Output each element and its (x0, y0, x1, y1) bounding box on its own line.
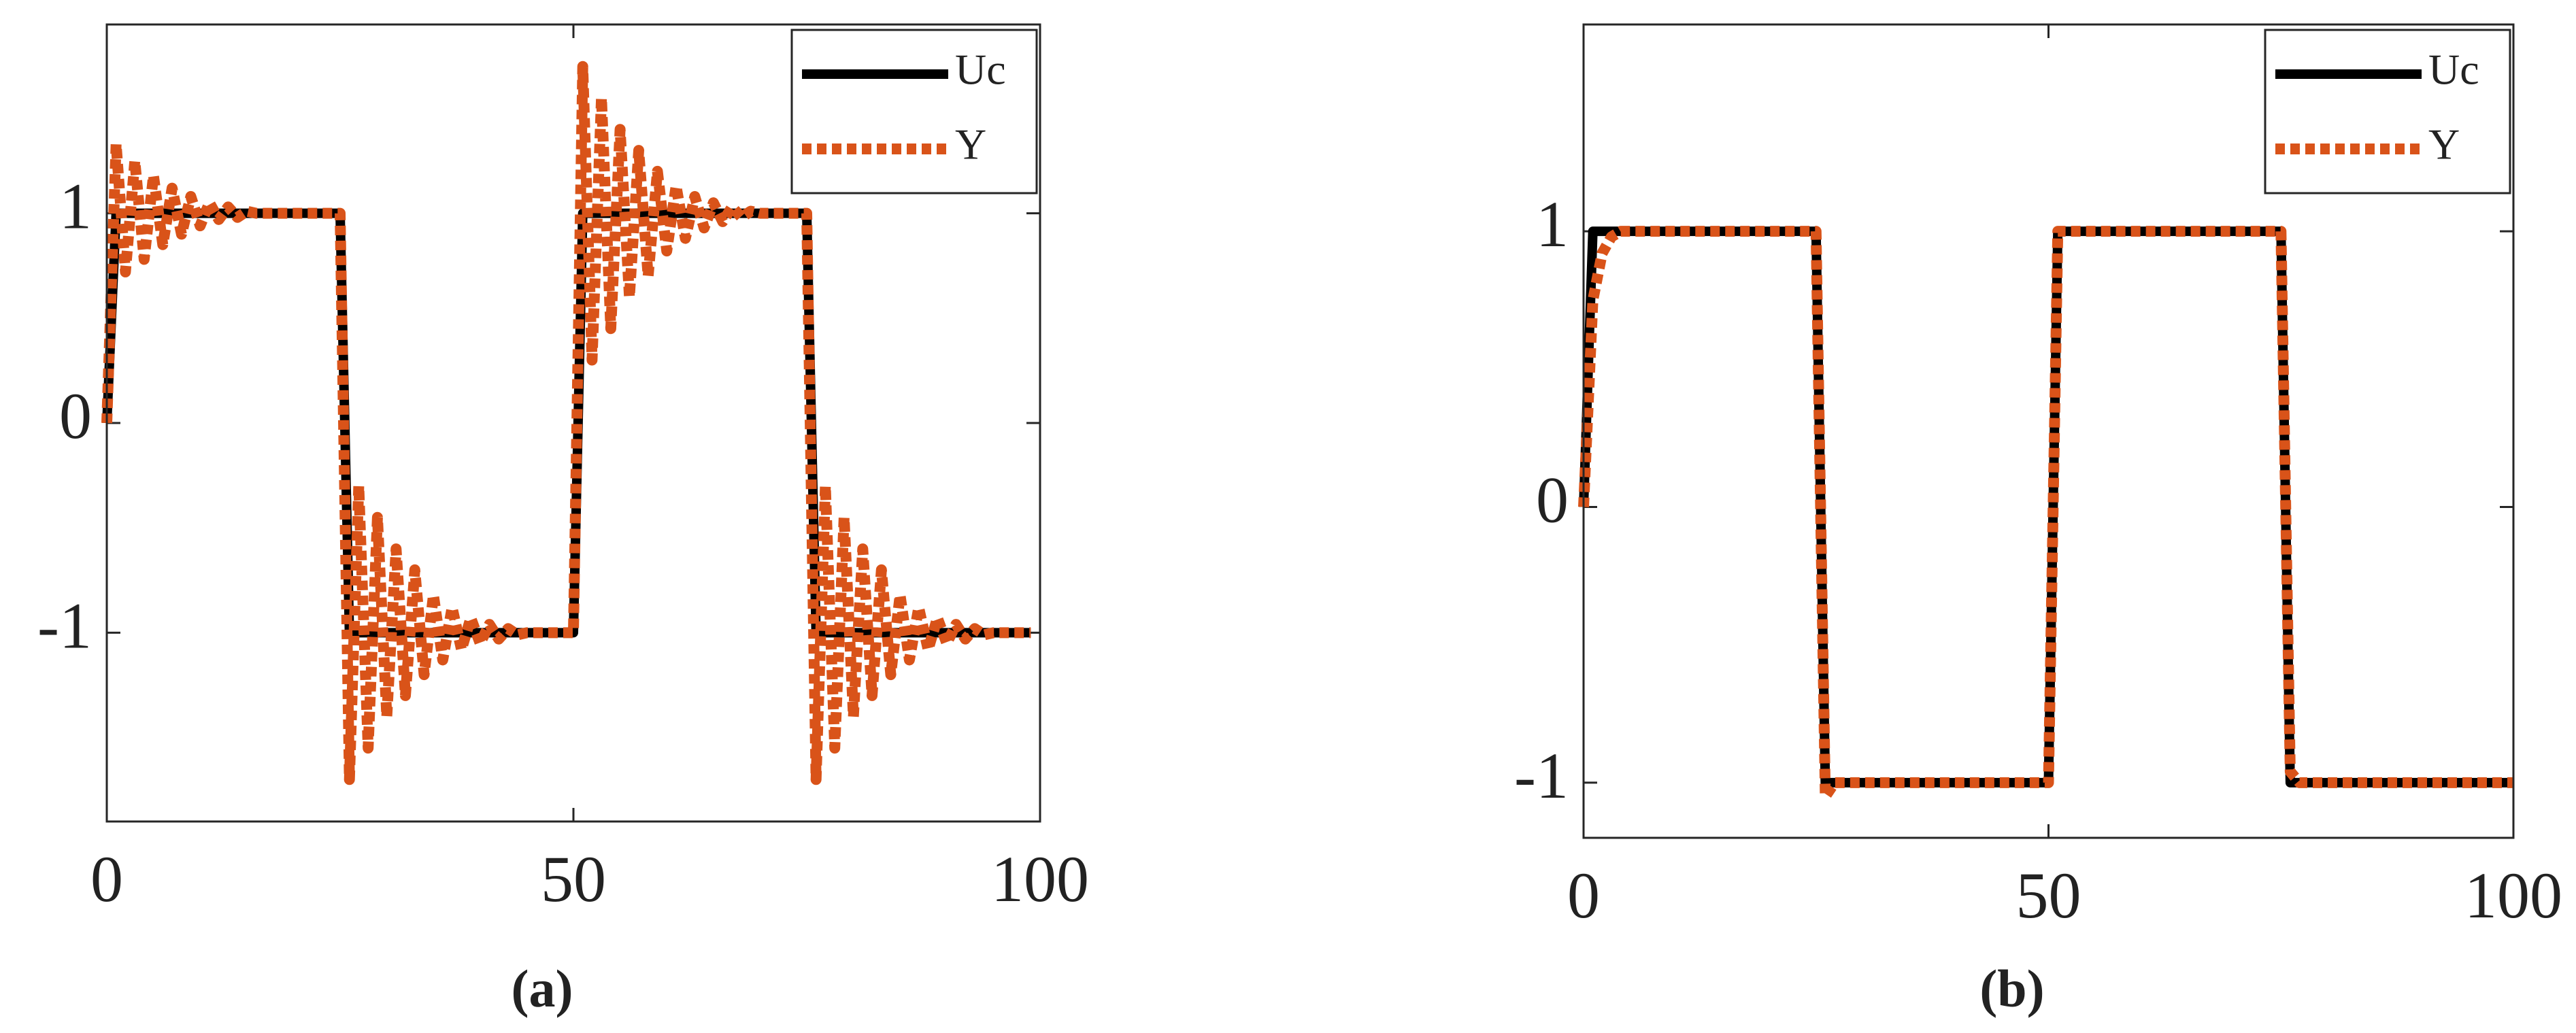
x-tick-label: 100 (2464, 859, 2562, 932)
x-tick-label: 100 (991, 843, 1089, 915)
x-tick-label: 0 (1567, 859, 1600, 932)
y-tick-label: 0 (1536, 464, 1569, 537)
x-tick-label: 50 (541, 843, 606, 915)
y-tick-label: -1 (37, 589, 92, 662)
y-tick-label: 1 (59, 170, 92, 243)
series-line (101, 61, 1031, 785)
legend-label: Y (2428, 120, 2460, 169)
y-tick-label: 1 (1536, 188, 1569, 260)
x-tick-label: 0 (90, 843, 123, 915)
legend-label: Y (955, 120, 986, 169)
axes-box (1582, 23, 2515, 839)
series-line (1578, 226, 2513, 802)
legend-label: Uc (955, 46, 1006, 94)
legend-label: Uc (2428, 46, 2479, 94)
y-tick-label: -1 (1514, 739, 1569, 812)
axes-box (105, 23, 1041, 823)
caption: (b) (1979, 959, 2044, 1018)
x-tick-label: 50 (2016, 859, 2081, 932)
y-tick-label: 0 (59, 379, 92, 452)
caption: (a) (512, 959, 573, 1018)
legend-box (2264, 29, 2511, 194)
legend-box (790, 29, 1038, 194)
